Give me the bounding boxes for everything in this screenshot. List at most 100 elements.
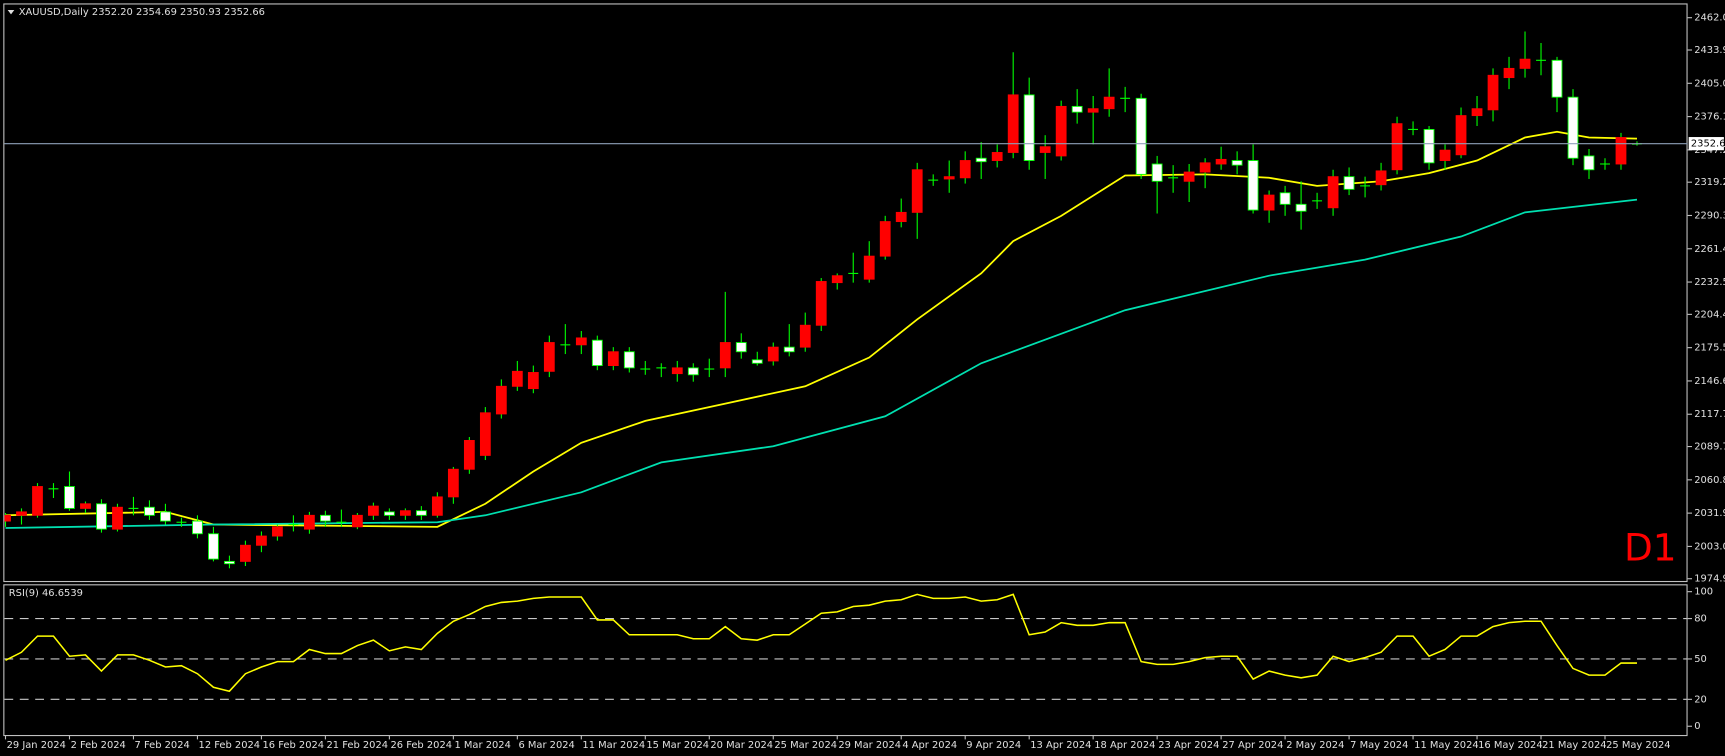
y-tick-label: 2405.05: [1694, 78, 1725, 89]
x-tick-label: 21 Feb 2024: [327, 740, 389, 751]
x-tick-label: 26 Feb 2024: [390, 740, 452, 751]
candle-body-up: [1471, 108, 1483, 117]
rsi-panel-frame: [3, 584, 1688, 737]
candle-body-down: [1071, 105, 1083, 113]
candle-body-down: [783, 346, 795, 353]
candle-body-up: [495, 385, 507, 415]
y-tick-label: 2232.50: [1694, 277, 1725, 288]
candle-body-down: [1231, 160, 1243, 166]
x-tick-label: 6 Mar 2024: [518, 740, 574, 751]
candle-body-up: [272, 526, 283, 537]
candle-body-down: [687, 367, 699, 376]
candle-body-down: [320, 514, 331, 522]
candle-body-up: [4, 514, 11, 522]
x-tick-label: 11 May 2024: [1414, 740, 1478, 751]
rsi-label: RSI(9) 46.6539: [9, 588, 83, 599]
candle-body-up: [863, 255, 875, 280]
candle-body-down: [1295, 203, 1307, 212]
candle-body-down: [1135, 97, 1147, 175]
candle-body-up: [719, 342, 731, 369]
x-tick-label: 16 Feb 2024: [263, 740, 325, 751]
candle-body-up: [1503, 67, 1515, 79]
candle-body-up: [463, 440, 475, 470]
candle-body-down: [192, 520, 203, 535]
y-tick-label: 2117.75: [1694, 409, 1725, 420]
candle-body-up: [1215, 158, 1227, 165]
y-tick-label: 2376.15: [1694, 112, 1725, 123]
candle-body-down: [383, 511, 395, 516]
candle-body-up: [1103, 96, 1115, 110]
rsi-line: [5, 593, 1637, 693]
candle-body-down: [1279, 192, 1291, 205]
candle-body-up: [367, 505, 379, 516]
y-tick-label: 2319.20: [1694, 177, 1725, 188]
x-tick-label: 2 May 2024: [1286, 740, 1344, 751]
candle-body-down: [1023, 94, 1035, 161]
candle-body-up: [959, 160, 971, 179]
main-plot: [4, 31, 1642, 569]
y-tick-label: 1974.95: [1694, 574, 1725, 585]
candle-body-up: [671, 367, 683, 375]
candle-body-up: [479, 412, 491, 456]
candle-body-up: [1519, 58, 1531, 69]
candle-body-up: [1487, 74, 1499, 111]
rsi-y-tick-label: 0: [1694, 721, 1700, 732]
rsi-plot: [4, 593, 1687, 700]
y-tick-label: 2433.95: [1694, 45, 1725, 56]
x-tick-label: 27 Apr 2024: [1222, 740, 1283, 751]
candle-body-up: [911, 169, 923, 213]
candle-body-up: [1263, 194, 1275, 211]
candle-body-up: [399, 510, 411, 516]
candle-body-down: [144, 506, 155, 516]
candle-body-up: [1199, 162, 1211, 173]
candle-body-up: [1455, 115, 1467, 156]
moving-average: [5, 198, 1638, 529]
candle-body-up: [80, 503, 91, 509]
moving-average: [5, 130, 1638, 528]
main-panel-frame: [3, 3, 1688, 583]
x-tick-label: 7 Feb 2024: [135, 740, 190, 751]
candle-body-down: [64, 486, 75, 509]
menu-triangle[interactable]: [7, 10, 15, 15]
candle-body-up: [543, 342, 555, 372]
y-tick-label: 2462.00: [1694, 13, 1725, 24]
candle-body-up: [112, 506, 123, 530]
y-tick-label: 2261.40: [1694, 244, 1725, 255]
candle-body-up: [1087, 108, 1099, 113]
x-tick-label: 29 Jan 2024: [7, 740, 66, 751]
price-label: 2352.66: [1691, 139, 1725, 150]
candle-body-up: [431, 496, 443, 516]
candle-body-up: [32, 486, 43, 516]
rsi-y-tick-label: 50: [1694, 654, 1707, 665]
x-tick-label: 18 Apr 2024: [1094, 740, 1155, 751]
candle-body-down: [1247, 160, 1259, 211]
price-label-box: [1688, 137, 1724, 151]
x-tick-label: 21 May 2024: [1542, 740, 1607, 751]
candle-body-up: [1375, 170, 1387, 186]
candle-body-up: [1615, 137, 1627, 165]
candle-body-up: [815, 281, 827, 326]
candle-body-down: [751, 359, 763, 364]
candle-body-up: [607, 351, 619, 367]
candle-body-down: [208, 533, 219, 560]
candle-body-down: [415, 510, 427, 516]
x-tick-label: 1 Mar 2024: [454, 740, 510, 751]
x-tick-label: 15 Mar 2024: [646, 740, 709, 751]
y-tick-label: 2204.45: [1694, 309, 1725, 320]
candle-body-down: [623, 351, 635, 369]
candle-body-down: [224, 560, 235, 565]
candle-body-up: [1007, 94, 1019, 153]
candle-body-up: [895, 211, 907, 223]
candle-body-down: [1343, 176, 1355, 190]
candle-body-down: [96, 503, 107, 530]
x-tick-label: 2 Feb 2024: [71, 740, 126, 751]
candle-body-up: [16, 511, 27, 516]
candle-body-up: [575, 337, 587, 346]
candle-body-down: [1583, 155, 1595, 171]
candle-body-up: [1439, 149, 1451, 161]
y-tick-label: 2031.90: [1694, 508, 1725, 519]
rsi-y-tick-label: 80: [1694, 614, 1707, 625]
timeframe-label: D1: [1624, 526, 1677, 570]
